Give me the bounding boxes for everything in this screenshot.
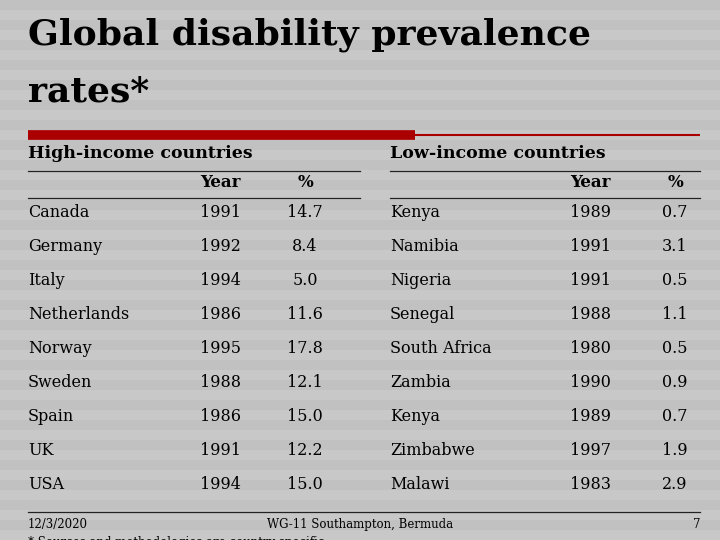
Bar [0,220,720,230]
Text: 1994: 1994 [199,272,240,289]
Text: Sweden: Sweden [28,374,92,391]
Text: Year: Year [570,174,611,191]
Text: 1994: 1994 [199,476,240,493]
Text: South Africa: South Africa [390,340,492,357]
Text: Namibia: Namibia [390,238,459,255]
Text: 0.5: 0.5 [662,340,688,357]
Bar [0,340,720,350]
Text: %: % [297,174,313,191]
Text: 0.5: 0.5 [662,272,688,289]
Bar [0,300,720,310]
Text: 12.2: 12.2 [287,442,323,459]
Text: 12.1: 12.1 [287,374,323,391]
Text: 1997: 1997 [570,442,611,459]
Text: 5.0: 5.0 [292,272,318,289]
Text: 1983: 1983 [570,476,611,493]
Text: 8.4: 8.4 [292,238,318,255]
Bar [0,360,720,370]
Bar [0,80,720,90]
Text: 2.9: 2.9 [662,476,688,493]
Text: 1995: 1995 [199,340,240,357]
Text: 1991: 1991 [570,272,611,289]
Text: Zimbabwe: Zimbabwe [390,442,474,459]
Bar [0,420,720,430]
Text: 1.9: 1.9 [662,442,688,459]
Text: 1986: 1986 [199,306,240,323]
Text: Netherlands: Netherlands [28,306,130,323]
Text: 14.7: 14.7 [287,204,323,221]
Bar [0,500,720,510]
Text: Zambia: Zambia [390,374,451,391]
Bar [0,240,720,250]
Text: Spain: Spain [28,408,74,425]
Text: %: % [667,174,683,191]
Text: 1988: 1988 [570,306,611,323]
Bar [0,200,720,210]
Bar [0,520,720,530]
Bar [0,280,720,290]
Text: 1991: 1991 [570,238,611,255]
Bar [0,480,720,490]
Text: * Sources and methodologies are country specific: * Sources and methodologies are country … [28,536,325,540]
Bar [0,120,720,130]
Text: 11.6: 11.6 [287,306,323,323]
Text: 1980: 1980 [570,340,611,357]
Text: Low-income countries: Low-income countries [390,145,606,162]
Text: Malawi: Malawi [390,476,449,493]
Bar [0,320,720,330]
Text: 1988: 1988 [199,374,240,391]
Text: High-income countries: High-income countries [28,145,253,162]
Text: rates*: rates* [28,75,149,109]
Text: 7: 7 [693,518,700,531]
Bar [0,100,720,110]
Text: 0.9: 0.9 [662,374,688,391]
Bar [0,400,720,410]
Text: 1991: 1991 [199,204,240,221]
Bar [0,180,720,190]
Bar [0,380,720,390]
Text: 1986: 1986 [199,408,240,425]
Text: Kenya: Kenya [390,204,440,221]
Text: 15.0: 15.0 [287,408,323,425]
Text: Italy: Italy [28,272,65,289]
Text: 1991: 1991 [199,442,240,459]
Text: USA: USA [28,476,64,493]
Text: 1990: 1990 [570,374,611,391]
Text: Kenya: Kenya [390,408,440,425]
Text: 3.1: 3.1 [662,238,688,255]
Text: 17.8: 17.8 [287,340,323,357]
Bar [0,460,720,470]
Text: Canada: Canada [28,204,89,221]
Text: Global disability prevalence: Global disability prevalence [28,18,591,52]
Text: WG-11 Southampton, Bermuda: WG-11 Southampton, Bermuda [267,518,453,531]
Bar [0,20,720,30]
Text: 1989: 1989 [570,204,611,221]
Text: Year: Year [199,174,240,191]
Bar [0,60,720,70]
Text: Nigeria: Nigeria [390,272,451,289]
Text: 1989: 1989 [570,408,611,425]
Bar [0,260,720,270]
Text: 0.7: 0.7 [662,408,688,425]
Text: 12/3/2020: 12/3/2020 [28,518,88,531]
Bar [0,160,720,170]
Text: 1.1: 1.1 [662,306,688,323]
Text: UK: UK [28,442,53,459]
Bar [0,40,720,50]
Text: Norway: Norway [28,340,91,357]
Text: Germany: Germany [28,238,102,255]
Text: 1992: 1992 [199,238,240,255]
Text: Senegal: Senegal [390,306,455,323]
Text: 0.7: 0.7 [662,204,688,221]
Text: 15.0: 15.0 [287,476,323,493]
Bar [0,140,720,150]
Bar [0,0,720,10]
Bar [0,440,720,450]
